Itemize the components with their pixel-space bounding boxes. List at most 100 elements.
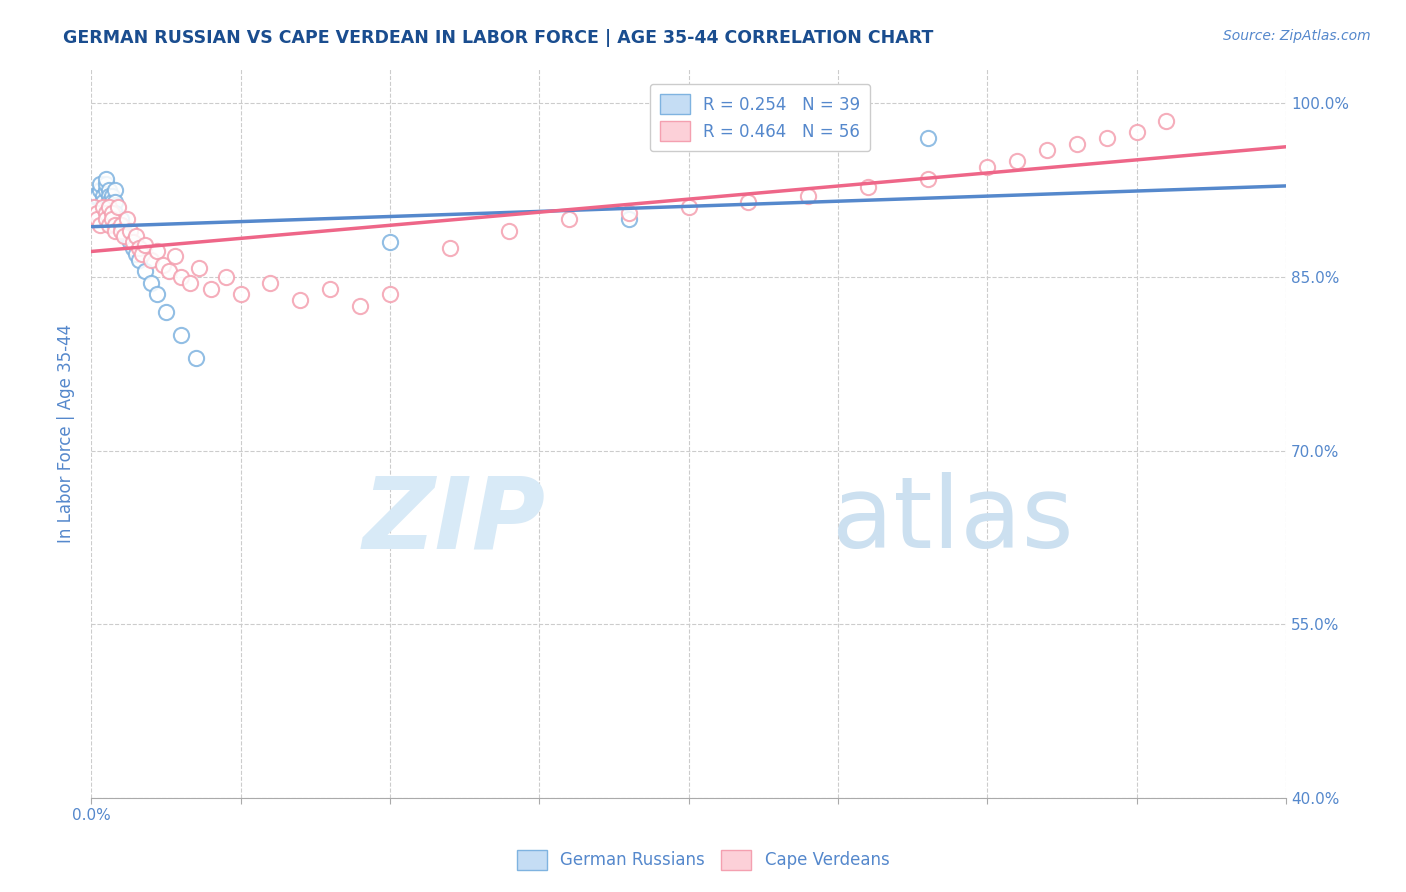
- Point: [83, 189, 105, 203]
- Point: [170, 269, 193, 284]
- Legend: R = 0.254   N = 39, R = 0.464   N = 56: R = 0.254 N = 39, R = 0.464 N = 56: [650, 84, 870, 152]
- Point: [94, 183, 117, 197]
- Point: [104, 206, 127, 220]
- Point: [378, 235, 401, 250]
- Point: [110, 224, 132, 238]
- Point: [200, 281, 222, 295]
- Point: [98, 206, 121, 220]
- Point: [86, 212, 108, 227]
- Point: [617, 206, 640, 220]
- Point: [378, 287, 401, 301]
- Point: [89, 218, 111, 232]
- Point: [112, 229, 135, 244]
- Point: [104, 183, 127, 197]
- Point: [89, 183, 111, 197]
- Point: [83, 201, 105, 215]
- Point: [125, 247, 148, 261]
- Point: [139, 276, 162, 290]
- Text: atlas: atlas: [832, 473, 1074, 569]
- Point: [163, 249, 186, 263]
- Legend: German Russians, Cape Verdeans: German Russians, Cape Verdeans: [510, 843, 896, 877]
- Point: [94, 206, 117, 220]
- Point: [737, 194, 759, 209]
- Point: [107, 218, 129, 232]
- Point: [107, 212, 129, 227]
- Point: [104, 218, 127, 232]
- Point: [1036, 143, 1059, 157]
- Point: [101, 189, 124, 203]
- Point: [139, 252, 162, 267]
- Point: [98, 201, 121, 215]
- Point: [134, 264, 156, 278]
- Point: [110, 218, 132, 232]
- Text: Source: ZipAtlas.com: Source: ZipAtlas.com: [1223, 29, 1371, 43]
- Point: [558, 212, 581, 227]
- Point: [917, 131, 939, 145]
- Point: [104, 224, 127, 238]
- Point: [98, 194, 121, 209]
- Point: [128, 252, 150, 267]
- Point: [617, 212, 640, 227]
- Point: [101, 212, 124, 227]
- Point: [155, 304, 177, 318]
- Point: [1066, 136, 1088, 151]
- Point: [131, 247, 153, 261]
- Point: [797, 189, 820, 203]
- Point: [118, 224, 141, 238]
- Point: [349, 299, 371, 313]
- Point: [94, 171, 117, 186]
- Point: [187, 260, 209, 275]
- Text: ZIP: ZIP: [363, 473, 546, 569]
- Point: [856, 179, 879, 194]
- Point: [229, 287, 252, 301]
- Point: [678, 201, 700, 215]
- Point: [1095, 131, 1118, 145]
- Point: [110, 212, 132, 227]
- Point: [107, 201, 129, 215]
- Point: [101, 201, 124, 215]
- Point: [91, 189, 114, 203]
- Point: [91, 194, 114, 209]
- Point: [134, 237, 156, 252]
- Point: [104, 194, 127, 209]
- Point: [976, 160, 998, 174]
- Point: [1005, 154, 1028, 169]
- Point: [184, 351, 207, 365]
- Point: [157, 264, 180, 278]
- Point: [439, 241, 461, 255]
- Point: [290, 293, 312, 307]
- Point: [498, 224, 520, 238]
- Point: [179, 276, 201, 290]
- Point: [146, 244, 169, 259]
- Point: [98, 218, 121, 232]
- Point: [115, 212, 138, 227]
- Point: [319, 281, 342, 295]
- Point: [146, 287, 169, 301]
- Point: [1156, 113, 1178, 128]
- Point: [110, 218, 132, 232]
- Point: [98, 201, 121, 215]
- Point: [1125, 125, 1147, 139]
- Point: [89, 178, 111, 192]
- Point: [101, 206, 124, 220]
- Point: [122, 235, 145, 250]
- Point: [152, 259, 174, 273]
- Point: [86, 206, 108, 220]
- Point: [112, 224, 135, 238]
- Y-axis label: In Labor Force | Age 35-44: In Labor Force | Age 35-44: [58, 324, 75, 543]
- Point: [101, 194, 124, 209]
- Point: [94, 178, 117, 192]
- Point: [86, 189, 108, 203]
- Point: [94, 212, 117, 227]
- Point: [917, 171, 939, 186]
- Point: [170, 327, 193, 342]
- Point: [214, 269, 236, 284]
- Point: [98, 183, 121, 197]
- Text: GERMAN RUSSIAN VS CAPE VERDEAN IN LABOR FORCE | AGE 35-44 CORRELATION CHART: GERMAN RUSSIAN VS CAPE VERDEAN IN LABOR …: [63, 29, 934, 46]
- Point: [259, 276, 281, 290]
- Point: [122, 241, 145, 255]
- Point: [125, 229, 148, 244]
- Point: [128, 241, 150, 255]
- Point: [91, 201, 114, 215]
- Point: [115, 229, 138, 244]
